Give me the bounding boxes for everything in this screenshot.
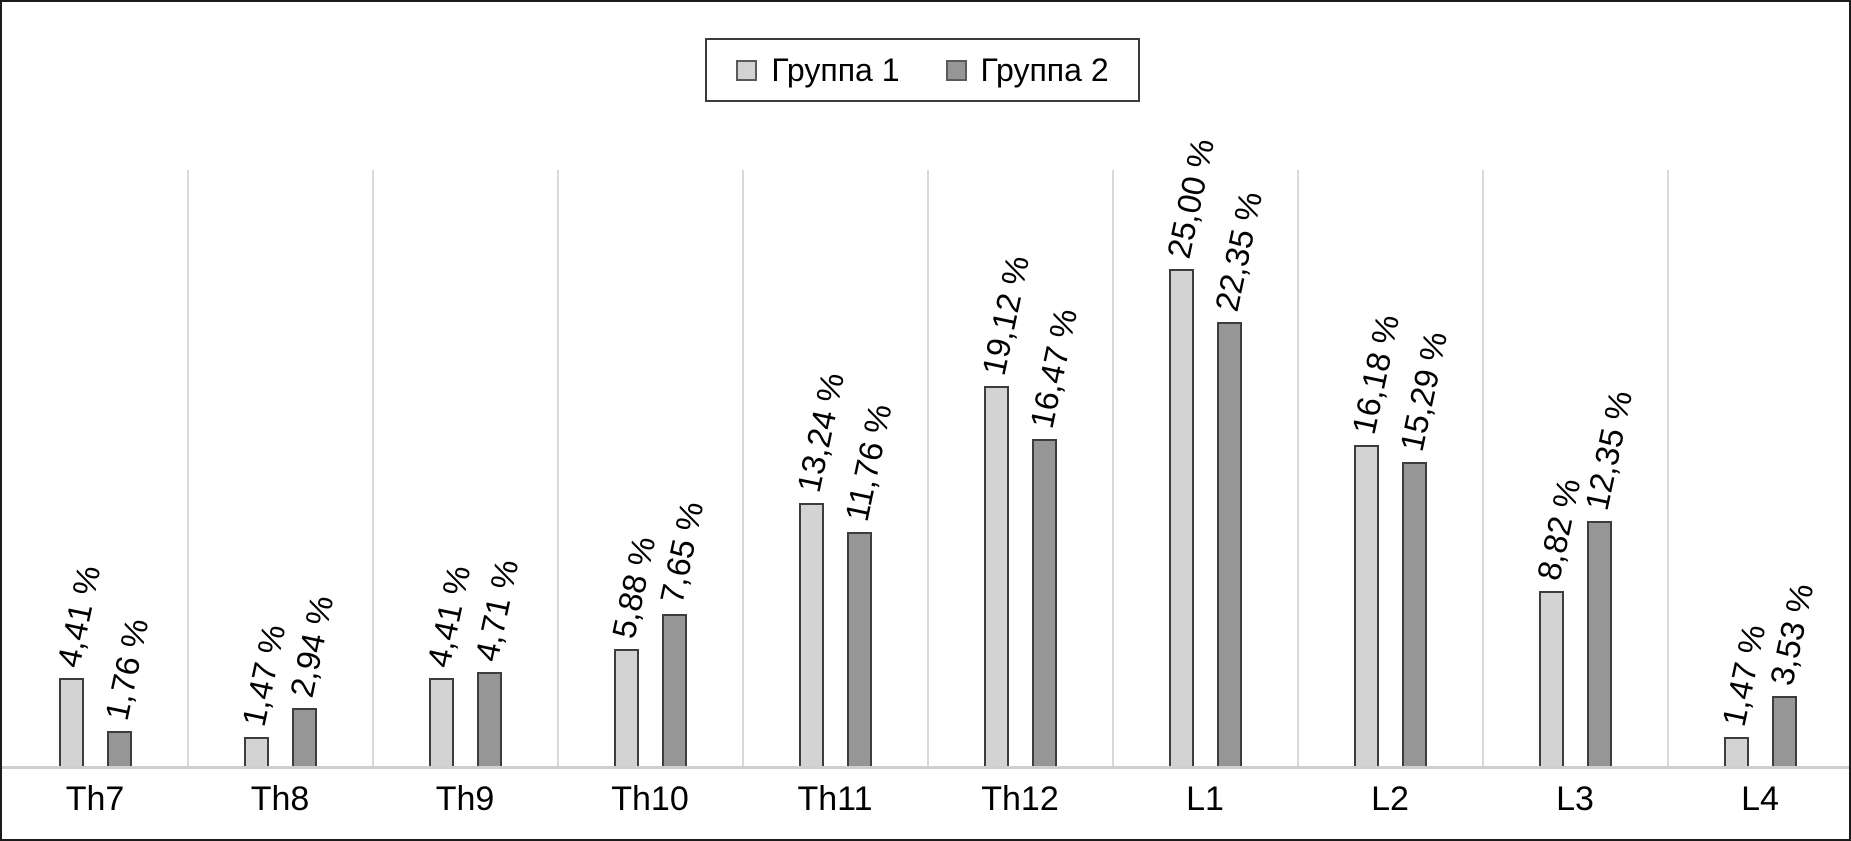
- bar-group1-th12: [983, 386, 1009, 766]
- x-axis-label-th8: Th8: [250, 780, 310, 818]
- x-axis-label-th12: Th12: [981, 780, 1059, 818]
- value-label-group1-th11: 13,24 %: [789, 369, 852, 496]
- bar-group1-th7: [58, 678, 84, 766]
- category-separator: [557, 170, 559, 766]
- category-separator: [1667, 170, 1669, 766]
- category-separator: [1112, 170, 1114, 766]
- bar-group2-l4: [1771, 695, 1797, 766]
- bar-group2-l3: [1586, 520, 1612, 766]
- category-separator: [1297, 170, 1299, 766]
- legend-swatch-group-1-icon: [736, 59, 758, 81]
- bar-group1-l2: [1353, 444, 1379, 766]
- bar-group2-th7: [106, 731, 132, 766]
- bar-group2-l1: [1216, 321, 1242, 766]
- value-label-group1-th7: 4,41 %: [49, 562, 108, 671]
- value-label-group1-l1: 25,00 %: [1159, 135, 1222, 262]
- bar-group2-th8: [291, 707, 317, 766]
- bar-group1-th9: [428, 678, 454, 766]
- value-label-group1-th10: 5,88 %: [604, 533, 663, 642]
- legend-item-group-2: Группа 2: [945, 52, 1109, 88]
- value-label-group1-l4: 1,47 %: [1714, 620, 1773, 730]
- x-axis-label-th10: Th10: [611, 780, 689, 818]
- x-axis-label-th9: Th9: [435, 780, 495, 818]
- value-label-group2-th11: 11,76 %: [837, 401, 899, 525]
- bar-group2-th11: [846, 532, 872, 766]
- value-label-group2-l4: 3,53 %: [1762, 580, 1821, 689]
- value-label-group2-th8: 2,94 %: [282, 591, 341, 700]
- x-axis-label-th7: Th7: [65, 780, 125, 818]
- x-axis-label-l3: L3: [1556, 780, 1594, 818]
- x-axis-label-l2: L2: [1371, 780, 1409, 818]
- bar-group2-l2: [1401, 462, 1427, 766]
- value-label-group2-th10: 7,65 %: [652, 498, 711, 607]
- legend-swatch-group-2-icon: [945, 59, 967, 81]
- legend-label-group-2: Группа 2: [980, 52, 1109, 88]
- category-separator: [372, 170, 374, 766]
- category-separator: [187, 170, 189, 766]
- bar-group1-th8: [243, 736, 269, 766]
- value-label-group1-th8: 1,47 %: [234, 620, 293, 730]
- value-label-group1-th12: 19,12 %: [974, 252, 1037, 379]
- category-separator: [742, 170, 744, 766]
- category-separator: [1482, 170, 1484, 766]
- x-axis-label-th11: Th11: [797, 780, 873, 818]
- value-label-group2-l2: 15,29 %: [1392, 328, 1455, 455]
- bar-group2-th10: [661, 614, 687, 766]
- legend: Группа 1 Группа 2: [705, 38, 1140, 102]
- value-label-group1-l3: 8,82 %: [1529, 474, 1588, 584]
- bar-group1-l3: [1538, 590, 1564, 766]
- legend-item-group-1: Группа 1: [736, 52, 900, 88]
- value-label-group2-l3: 12,35 %: [1577, 386, 1640, 514]
- value-label-group2-th9: 4,71 %: [467, 556, 526, 665]
- bar-group1-th10: [613, 649, 639, 766]
- legend-label-group-1: Группа 1: [771, 52, 900, 88]
- bar-group1-l4: [1723, 736, 1749, 766]
- x-axis-label-l4: L4: [1741, 780, 1779, 818]
- value-label-group2-th7: 1,76 %: [97, 615, 156, 724]
- value-label-group1-l2: 16,18 %: [1344, 310, 1407, 437]
- bar-group1-th11: [798, 502, 824, 766]
- bar-group2-th12: [1031, 438, 1057, 766]
- x-axis-baseline: [2, 766, 1849, 769]
- x-axis-label-l1: L1: [1186, 780, 1224, 818]
- bar-group2-th9: [476, 672, 502, 766]
- value-label-group2-th12: 16,47 %: [1022, 305, 1085, 432]
- category-separator: [927, 170, 929, 766]
- value-label-group2-l1: 22,35 %: [1207, 188, 1270, 315]
- bar-group1-l1: [1168, 269, 1194, 766]
